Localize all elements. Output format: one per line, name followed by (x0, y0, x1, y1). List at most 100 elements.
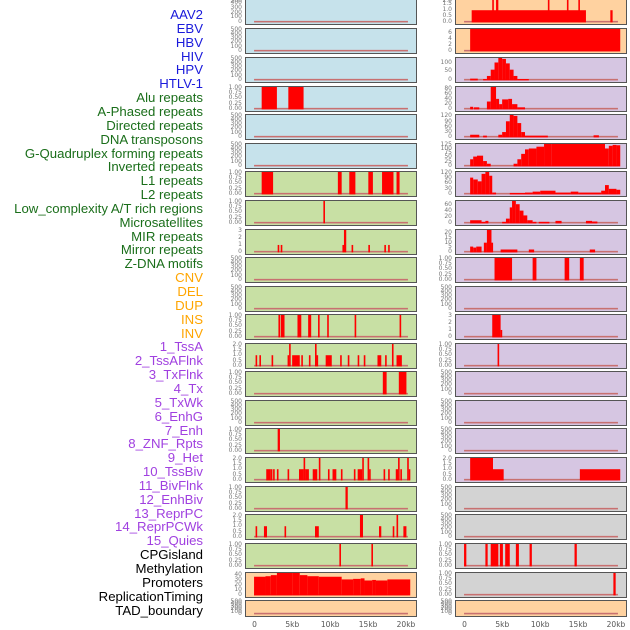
bar (305, 469, 309, 481)
y-tick-label: 100 (230, 42, 242, 50)
y-tick-label: 0 (238, 76, 242, 83)
y-tick-label: 0.50 (228, 494, 242, 502)
baseline (254, 392, 408, 395)
baseline (254, 49, 408, 52)
baseline (254, 449, 408, 452)
y-tick-label: 0.75 (228, 202, 242, 210)
bar (505, 544, 510, 567)
baseline (464, 449, 618, 452)
bar (316, 355, 319, 367)
track-label-a-phased-repeats: A-Phased repeats (97, 103, 203, 119)
track-label-methylation: Methylation (135, 561, 203, 576)
y-tick-label: 3 (448, 311, 452, 319)
panel-plot (254, 20, 408, 23)
y-tick-label: 0 (448, 47, 452, 54)
y-tick-label: 1.00 (438, 540, 452, 548)
panel-methylation (245, 572, 417, 598)
y-tick-label: 500 (440, 597, 452, 605)
y-tick-label: 200 (230, 8, 242, 16)
y-tick-label: 400 (230, 401, 242, 409)
y-tick-label: 0.75 (228, 316, 242, 324)
baseline (464, 107, 618, 110)
y-tick-label: 0.50 (228, 179, 242, 187)
bar (297, 315, 302, 338)
y-tick-label: 100 (440, 385, 452, 393)
panel-plot (464, 392, 618, 395)
bar (476, 246, 482, 253)
y-tick-label: 300 (440, 520, 452, 528)
y-tick-label: 400 (440, 287, 452, 295)
panel-hbv (245, 28, 417, 54)
bar (500, 329, 503, 338)
panel-plot (254, 372, 408, 395)
bar (502, 99, 509, 110)
y-tick-label: 400 (440, 515, 452, 523)
track-label-dup: DUP (175, 297, 203, 313)
track-label-12-enhbiv: 12_EnhBiv (139, 491, 203, 507)
y-tick-label: 0 (448, 333, 452, 340)
y-tick-label: 200 (230, 605, 242, 612)
y-tick-label: 0 (448, 533, 452, 540)
bar (342, 244, 345, 253)
panel-3-txflnk (245, 371, 417, 397)
panel-mirror-repeats (455, 229, 627, 255)
y-tick-label: 0.00 (228, 447, 242, 454)
y-tick-label: 200 (440, 410, 452, 418)
panel-plot (464, 172, 621, 195)
y-tick-label: 1.00 (438, 340, 452, 348)
bar (555, 220, 562, 224)
y-tick-label: 25 (444, 157, 452, 165)
y-tick-label: 1.5 (442, 459, 452, 467)
bar (271, 355, 274, 367)
y-tick-label: 1.0 (232, 465, 242, 473)
y-tick-label: 40 (234, 570, 242, 578)
bar (470, 29, 621, 52)
panel-plot (254, 172, 408, 195)
bar (532, 258, 537, 281)
track-label-8-znf-rpts: 8_ZNF_Rpts (128, 436, 203, 452)
y-tick-label: 0.5 (442, 470, 452, 478)
bar (353, 578, 361, 596)
bar (508, 98, 513, 110)
bar (353, 469, 356, 481)
bar (593, 135, 599, 138)
y-tick-label: 1.00 (228, 483, 242, 491)
bar (318, 315, 320, 338)
baseline (464, 392, 618, 395)
bar (470, 458, 493, 481)
bar (547, 0, 550, 23)
y-tick-label: 6 (448, 28, 452, 36)
bar (470, 246, 474, 253)
panel-plot (464, 612, 618, 615)
panel-plot (254, 344, 408, 367)
y-tick-label: 0 (238, 162, 242, 169)
bar (395, 469, 399, 481)
y-tick-label: 100 (440, 607, 452, 615)
panel-plot (464, 421, 618, 424)
bar (509, 69, 514, 81)
bar (524, 149, 529, 167)
y-tick-label: 0.25 (228, 499, 242, 507)
y-tick-label: 400 (440, 487, 452, 495)
bar (276, 573, 293, 596)
panel-9-het (245, 457, 417, 483)
panel-12-enhbiv (455, 486, 627, 512)
bar (347, 355, 350, 367)
y-tick-label: 500 (440, 283, 452, 291)
track-label-mir-repeats: MIR repeats (131, 228, 203, 244)
y-tick-label: 0 (448, 76, 452, 83)
y-tick-label: 500 (230, 0, 242, 4)
y-tick-label: 0.75 (228, 373, 242, 381)
y-tick-label: 100 (230, 607, 242, 615)
bar (470, 220, 482, 224)
bar (383, 469, 386, 481)
bar (524, 192, 533, 195)
panel-plot (254, 544, 408, 567)
y-tick-label: 1.0 (232, 522, 242, 530)
y-tick-label: 0.50 (438, 551, 452, 559)
panel-plot (464, 573, 618, 596)
bar (473, 156, 477, 167)
y-tick-label: 500 (230, 254, 242, 262)
panel-plot (254, 315, 408, 338)
bar (398, 458, 400, 481)
